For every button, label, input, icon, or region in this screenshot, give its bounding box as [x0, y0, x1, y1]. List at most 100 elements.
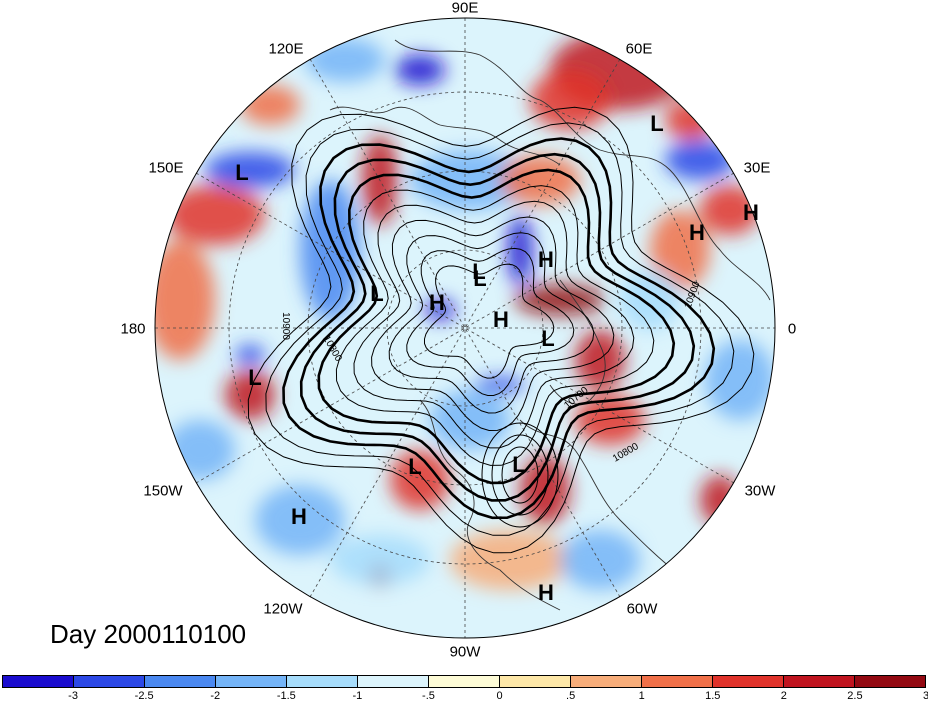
lon-label-90w: 90W	[449, 643, 481, 661]
contour-value-label: 10900	[280, 312, 291, 340]
colorbar-tick-label: 0	[496, 690, 503, 702]
anomaly-patch	[500, 155, 580, 205]
colorbar-cell	[287, 676, 358, 687]
anomaly-patch	[665, 140, 735, 180]
colorbar-tick-label: -2	[210, 690, 221, 702]
low-pressure-marker: L	[235, 160, 248, 185]
anomaly-patch	[475, 377, 525, 393]
high-pressure-marker: H	[493, 307, 509, 332]
low-pressure-marker: L	[512, 452, 525, 477]
low-pressure-marker: L	[472, 259, 485, 284]
anomaly-patch	[700, 185, 760, 235]
colorbar-cell	[855, 676, 925, 687]
colorbar-tick-label: 1	[638, 690, 645, 702]
lon-label-60w: 60W	[626, 600, 658, 618]
lon-label-90e: 90E	[451, 0, 479, 17]
colorbar-tick-label: 1.5	[705, 690, 721, 702]
anomaly-patch	[330, 535, 430, 585]
low-pressure-marker: L	[408, 454, 421, 479]
colorbar-tick-label: -1	[352, 690, 363, 702]
low-pressure-marker: L	[541, 326, 554, 351]
colorbar-tick-label: 2.5	[847, 690, 863, 702]
geopotential-contours	[247, 106, 755, 554]
anomaly-patch	[508, 215, 532, 285]
colorbar-tick-label: -2.5	[134, 690, 154, 702]
anomaly-patch	[155, 240, 215, 360]
colorbar-tick-label: 2	[780, 690, 787, 702]
anomaly-patch	[705, 340, 775, 420]
lon-label-150w: 150W	[143, 482, 183, 500]
anomaly-patch	[665, 100, 715, 140]
low-pressure-marker: L	[650, 111, 663, 136]
low-pressure-marker: L	[248, 365, 261, 390]
contour-line	[388, 232, 595, 414]
anomaly-patch	[395, 55, 445, 85]
high-pressure-marker: H	[689, 220, 705, 245]
high-pressure-marker: H	[538, 580, 554, 605]
contour-line	[335, 185, 655, 466]
contour-line	[353, 200, 635, 449]
colorbar-cell	[358, 676, 429, 687]
high-pressure-marker: H	[743, 200, 759, 225]
anomaly-patch	[205, 152, 295, 188]
colorbar-tick-label: -1.5	[276, 690, 296, 702]
colorbar-cell	[429, 676, 500, 687]
lon-label-60e: 60E	[625, 40, 653, 58]
anomaly-patch	[165, 420, 235, 480]
graticule	[155, 18, 775, 638]
high-pressure-marker: H	[538, 247, 554, 272]
lon-label-180: 180	[120, 320, 146, 338]
colorbar	[2, 675, 926, 688]
colorbar-tick-label: .5	[566, 690, 576, 702]
anomaly-patch	[530, 70, 610, 130]
high-pressure-marker: H	[429, 290, 445, 315]
anomaly-patch	[305, 38, 385, 82]
colorbar-tick-label: 3	[922, 690, 928, 702]
anomaly-patch	[425, 300, 455, 320]
low-pressure-marker: L	[370, 281, 383, 306]
anomaly-patch	[515, 285, 605, 315]
colorbar-cell	[784, 676, 855, 687]
lon-label-30e: 30E	[743, 159, 771, 177]
contour-line	[265, 122, 735, 536]
contour-line	[501, 446, 539, 504]
anomaly-patch	[560, 530, 640, 590]
anomaly-patch	[390, 450, 450, 510]
low-pressure-marker: L	[473, 266, 486, 291]
colorbar-cell	[500, 676, 571, 687]
anomaly-patch	[620, 270, 680, 330]
contour-line	[299, 152, 696, 502]
colorbar-cell	[145, 676, 216, 687]
colorbar-cell	[642, 676, 713, 687]
colorbar-cell	[216, 676, 287, 687]
contour-line	[247, 106, 755, 554]
contour-line	[406, 247, 575, 396]
colorbar-cell	[713, 676, 784, 687]
anomaly-patch	[255, 485, 345, 555]
anomaly-patch	[575, 330, 625, 390]
contour-line	[491, 434, 549, 516]
day-label: Day 2000110100	[50, 619, 247, 649]
contour-line	[317, 168, 676, 485]
lon-label-150e: 150E	[148, 159, 184, 177]
high-pressure-marker: H	[291, 504, 307, 529]
colorbar-cell	[74, 676, 145, 687]
colorbar-cell	[3, 676, 74, 687]
colorbar-tick-label: -3	[68, 690, 78, 702]
colorbar-tick-label: -.5	[422, 690, 435, 702]
anomaly-patch	[165, 185, 265, 245]
contour-line	[371, 216, 615, 432]
anomaly-patch	[235, 345, 265, 365]
anomaly-patch	[300, 180, 360, 320]
contour-line	[282, 137, 716, 520]
lon-label-30w: 30W	[744, 482, 776, 500]
map-boundary	[154, 17, 776, 639]
lon-label-120e: 120E	[268, 40, 304, 58]
lon-label-120w: 120W	[263, 600, 303, 618]
anomaly-patch	[650, 210, 710, 290]
contour-line	[424, 263, 555, 379]
contour-line	[481, 422, 559, 528]
colorbar-cell	[571, 676, 642, 687]
